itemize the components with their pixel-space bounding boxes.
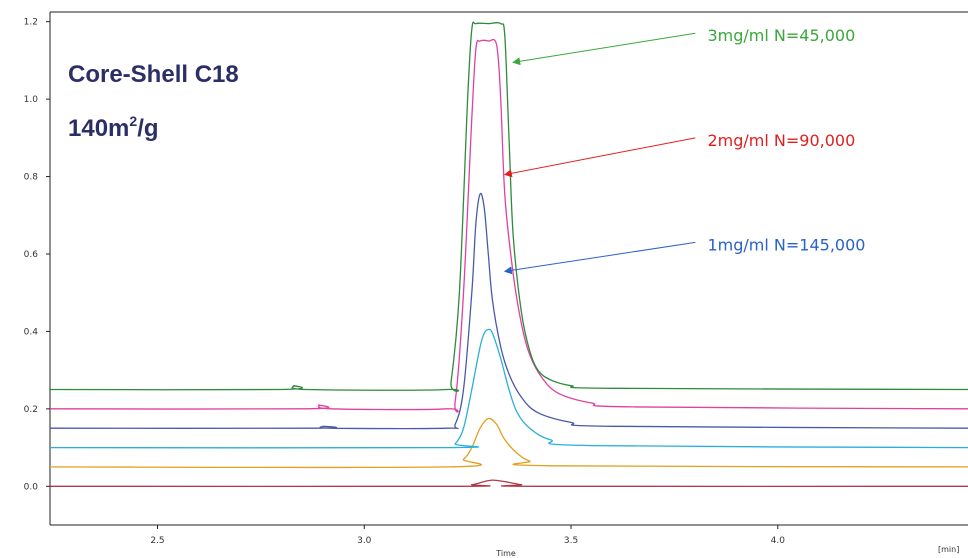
y-tick-label: 0.2 bbox=[24, 405, 38, 415]
chromatogram-trace-5 bbox=[49, 38, 968, 413]
y-tick-label: 0.8 bbox=[24, 173, 39, 183]
x-axis-unit: [min] bbox=[938, 545, 959, 554]
chromatogram-trace-4 bbox=[49, 192, 968, 430]
annotation-label-3: 1mg/ml N=145,000 bbox=[707, 235, 865, 254]
x-tick-label: 2.5 bbox=[150, 536, 164, 546]
annotation-arrow-2 bbox=[503, 137, 696, 178]
y-tick-label: 0.4 bbox=[24, 327, 39, 337]
x-axis-ticks: 2.5 3.0 3.5 4.0 bbox=[150, 525, 785, 546]
title-line-2-superscript: 2 bbox=[129, 113, 137, 129]
y-tick-label: 1.2 bbox=[24, 18, 38, 28]
plot-frame bbox=[49, 11, 968, 526]
annotations: 3mg/ml N=45,000 2mg/ml N=90,000 1mg/ml N=1… bbox=[503, 26, 865, 275]
annotation-arrow-3 bbox=[503, 241, 696, 275]
chart-title-line-1: Core-Shell C18 bbox=[68, 61, 239, 88]
y-tick-label: 0.0 bbox=[24, 482, 39, 492]
chromatogram-trace-6 bbox=[49, 21, 968, 392]
x-tick-label: 3.0 bbox=[357, 536, 372, 546]
title-line-2-base: 140m bbox=[68, 115, 129, 142]
chromatogram-trace-2 bbox=[49, 417, 968, 469]
annotation-arrow-1 bbox=[512, 32, 696, 66]
x-axis-label: Time bbox=[495, 549, 516, 558]
x-tick-label: 3.5 bbox=[564, 536, 578, 546]
title-line-2-tail: /g bbox=[137, 115, 158, 142]
chart-title-line-2: 140m2/g bbox=[68, 113, 159, 142]
y-tick-label: 0.6 bbox=[24, 250, 39, 260]
x-tick-label: 4.0 bbox=[771, 536, 786, 546]
annotation-label-1: 3mg/ml N=45,000 bbox=[707, 26, 855, 45]
y-tick-label: 1.0 bbox=[24, 95, 39, 105]
chromatogram-trace-1 bbox=[49, 479, 968, 488]
chromatogram-traces bbox=[49, 21, 968, 488]
chromatogram-trace-3 bbox=[49, 328, 968, 449]
annotation-label-2: 2mg/ml N=90,000 bbox=[707, 131, 855, 150]
y-axis-ticks: 0.0 0.2 0.4 0.6 0.8 1.0 1.2 bbox=[24, 18, 50, 492]
